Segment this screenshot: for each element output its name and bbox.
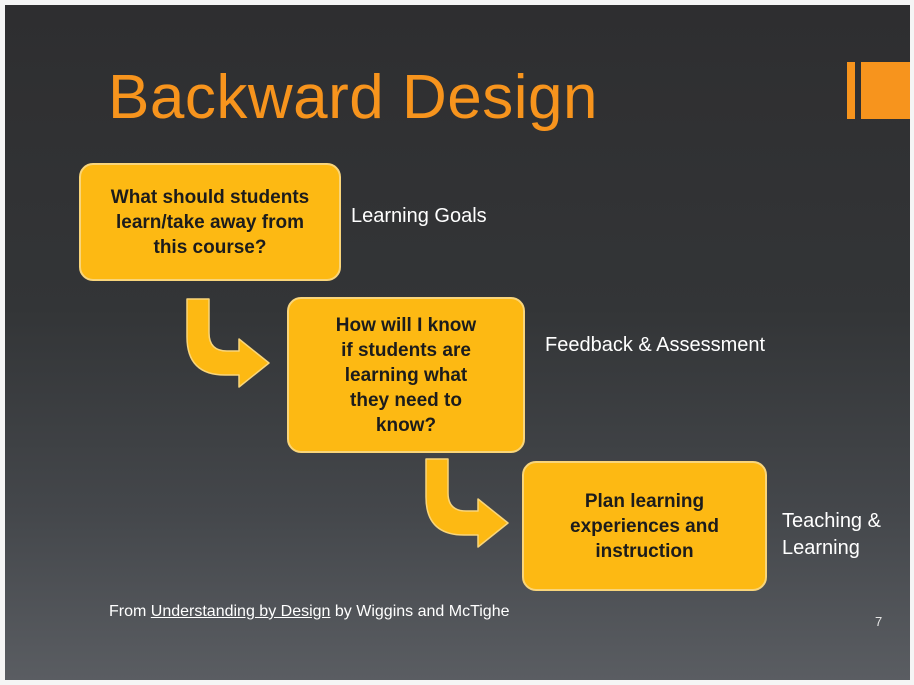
- citation-suffix: by Wiggins and McTighe: [330, 603, 510, 620]
- step-1-box: What should students learn/take away fro…: [79, 163, 341, 281]
- curved-arrow-icon: [425, 458, 509, 548]
- page-number: 7: [875, 614, 883, 629]
- accent-block: [861, 62, 910, 119]
- step-3-box: Plan learning experiences and instructio…: [522, 461, 767, 591]
- accent-bar: [847, 62, 855, 119]
- citation-prefix: From: [109, 603, 151, 620]
- slide-title: Backward Design: [108, 63, 598, 132]
- citation-footer: From Understanding by Design by Wiggins …: [109, 603, 510, 621]
- step-2-label: Feedback & Assessment: [545, 334, 766, 356]
- book-title-link[interactable]: Understanding by Design: [150, 603, 331, 620]
- curved-arrow-icon: [186, 298, 270, 388]
- step-3-label: Teaching & Learning: [782, 510, 881, 559]
- step-2-box: How will I know if students are learning…: [287, 297, 525, 453]
- slide: Backward Design What should students lea…: [5, 5, 910, 680]
- step-1-label: Learning Goals: [351, 205, 487, 227]
